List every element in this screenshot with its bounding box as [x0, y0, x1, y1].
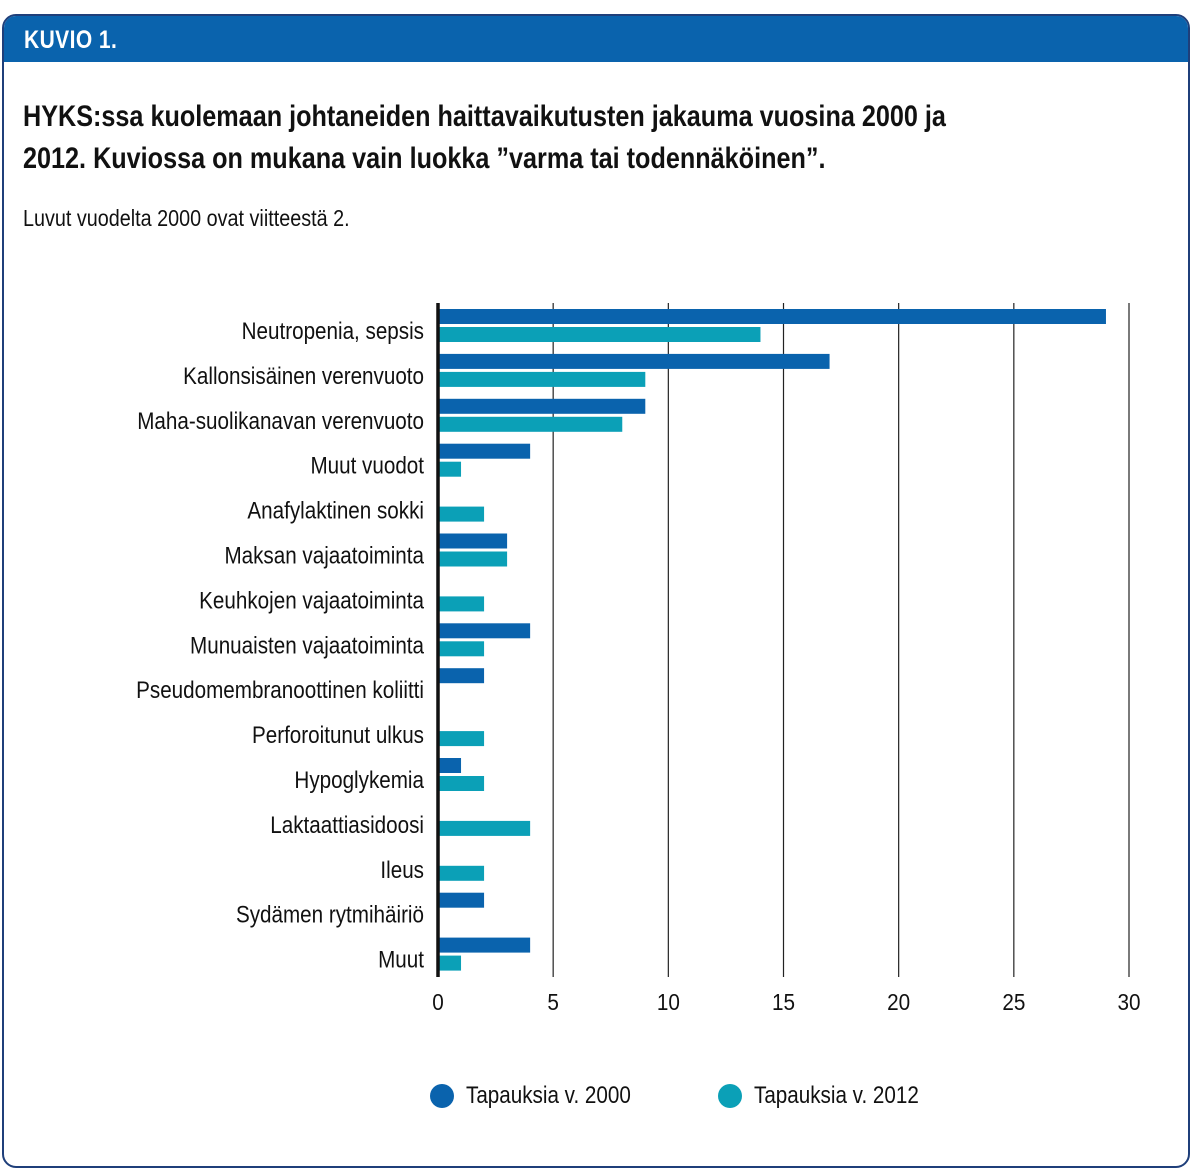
bar-2012-0: [438, 327, 761, 342]
x-tick-label: 0: [432, 989, 444, 1015]
category-label: Anafylaktinen sokki: [247, 497, 424, 524]
category-label: Muut vuodot: [310, 452, 424, 479]
figure-frame: KUVIO 1.: [2, 14, 1190, 1168]
chart-title: HYKS:ssa kuolemaan johtaneiden haittavai…: [23, 100, 946, 175]
x-tick-label: 10: [657, 989, 680, 1015]
bar-2012-6: [438, 596, 485, 612]
chart-subtitle: Luvut vuodelta 2000 ovat viitteestä 2.: [23, 205, 350, 231]
bar-2012-5: [438, 551, 508, 567]
category-label: Keuhkojen vajaatoiminta: [199, 587, 424, 614]
x-tick-label: 15: [772, 989, 795, 1015]
bar-2000-2: [438, 398, 646, 414]
category-label: Maha-suolikanavan verenvuoto: [137, 407, 424, 434]
legend-label-2012: Tapauksia v. 2012: [753, 1082, 919, 1109]
bar-2012-9: [438, 731, 485, 747]
bar-2000-8: [438, 668, 485, 684]
bar-2012-4: [438, 506, 485, 522]
legend-swatch-2012: [717, 1084, 742, 1108]
category-label: Pseudomembranoottinen koliitti: [136, 677, 424, 704]
x-tick-label: 5: [547, 989, 559, 1015]
bar-2012-12: [438, 865, 485, 881]
legend: Tapauksia v. 2000 Tapauksia v. 2012: [430, 1082, 1005, 1110]
legend-swatch-2000: [430, 1084, 454, 1108]
legend-item-2012: Tapauksia v. 2012: [717, 1082, 946, 1110]
bar-2012-11: [438, 820, 531, 836]
bar-2012-7: [438, 641, 485, 657]
bar-2012-1: [438, 371, 646, 387]
bar-2012-10: [438, 776, 485, 791]
bar-2000-10: [438, 758, 462, 773]
x-tick-label: 30: [1117, 989, 1140, 1015]
category-label: Perforoitunut ulkus: [252, 722, 424, 749]
category-label: Ileus: [380, 856, 424, 883]
category-label: Munuaisten vajaatoiminta: [190, 632, 424, 659]
bar-2000-13: [438, 892, 485, 908]
legend-item-2000: Tapauksia v. 2000: [430, 1082, 658, 1110]
legend-label-2000: Tapauksia v. 2000: [466, 1082, 631, 1109]
bar-2000-0: [438, 309, 1106, 324]
bar-2000-14: [438, 937, 531, 953]
category-label: Sydämen rytmihäiriö: [236, 901, 424, 928]
category-label: Maksan vajaatoiminta: [224, 542, 424, 569]
bar-2000-7: [438, 623, 531, 639]
bar-2012-3: [438, 461, 462, 477]
figure-header-bar: KUVIO 1.: [4, 16, 1188, 62]
x-tick-label: 20: [887, 989, 910, 1015]
bar-2000-5: [438, 533, 508, 549]
x-tick-label: 25: [1002, 989, 1025, 1015]
bar-2000-1: [438, 353, 830, 369]
bar-2012-14: [438, 955, 462, 971]
category-label: Neutropenia, sepsis: [242, 318, 424, 345]
category-label: Laktaattiasidoosi: [270, 811, 424, 838]
category-label: Muut: [378, 946, 425, 973]
bar-2012-2: [438, 416, 623, 432]
category-label: Kallonsisäinen verenvuoto: [183, 362, 424, 389]
figure-number: KUVIO 1.: [24, 26, 118, 54]
bar-chart: Neutropenia, sepsis Kallonsisäinen verenv…: [136, 303, 1141, 1015]
category-label: Hypoglykemia: [294, 767, 424, 794]
bar-2000-3: [438, 443, 531, 459]
